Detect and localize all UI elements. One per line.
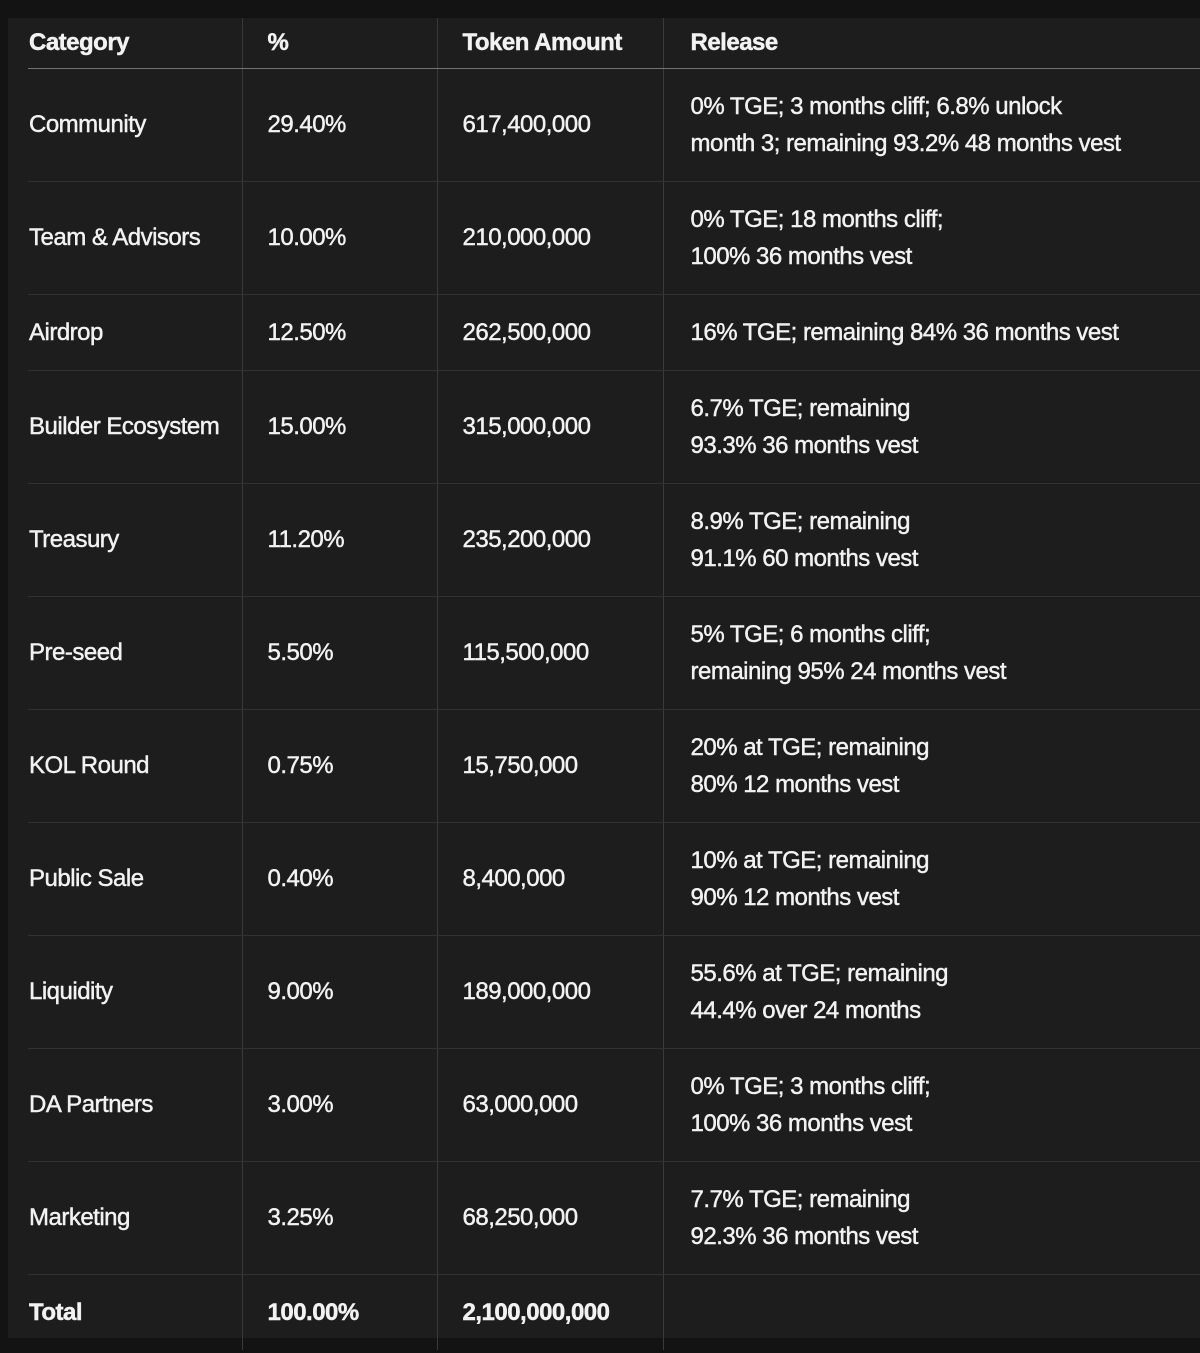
amount-cell: 189,000,000 [437,935,664,1049]
table-row: Pre-seed 5.50% 115,500,000 5% TGE; 6 mon… [28,596,1200,710]
amount-cell: 8,400,000 [437,822,664,936]
header-release: Release [663,18,1200,69]
header-row: Category % Token Amount Release [28,18,1200,69]
category-cell: Builder Ecosystem [28,370,243,484]
category-cell: KOL Round [28,709,243,823]
table-body: Community 29.40% 617,400,000 0% TGE; 3 m… [28,68,1200,1350]
release-cell: 7.7% TGE; remaining 92.3% 36 months vest [663,1161,1200,1275]
amount-cell: 235,200,000 [437,483,664,597]
table-header: Category % Token Amount Release [28,18,1200,69]
category-cell: Public Sale [28,822,243,936]
table-row: Builder Ecosystem 15.00% 315,000,000 6.7… [28,370,1200,484]
release-cell: 20% at TGE; remaining 80% 12 months vest [663,709,1200,823]
release-cell: 0% TGE; 18 months cliff; 100% 36 months … [663,181,1200,295]
header-category: Category [28,18,243,69]
release-cell: 16% TGE; remaining 84% 36 months vest [663,294,1200,371]
table-row: KOL Round 0.75% 15,750,000 20% at TGE; r… [28,709,1200,823]
header-percent: % [242,18,438,69]
percent-cell: 12.50% [242,294,438,371]
header-token-amount: Token Amount [437,18,664,69]
release-cell: 8.9% TGE; remaining 91.1% 60 months vest [663,483,1200,597]
total-percent-cell: 100.00% [242,1274,438,1350]
tokenomics-table-panel: Category % Token Amount Release Communit… [8,18,1200,1350]
total-row: Total 100.00% 2,100,000,000 [28,1274,1200,1350]
percent-cell: 3.00% [242,1048,438,1162]
percent-cell: 29.40% [242,68,438,182]
percent-cell: 3.25% [242,1161,438,1275]
amount-cell: 210,000,000 [437,181,664,295]
percent-cell: 10.00% [242,181,438,295]
percent-cell: 11.20% [242,483,438,597]
category-cell: Liquidity [28,935,243,1049]
release-cell: 55.6% at TGE; remaining 44.4% over 24 mo… [663,935,1200,1049]
table-row: Community 29.40% 617,400,000 0% TGE; 3 m… [28,68,1200,182]
table-row: Treasury 11.20% 235,200,000 8.9% TGE; re… [28,483,1200,597]
category-cell: Marketing [28,1161,243,1275]
amount-cell: 115,500,000 [437,596,664,710]
amount-cell: 262,500,000 [437,294,664,371]
table-row: Team & Advisors 10.00% 210,000,000 0% TG… [28,181,1200,295]
category-cell: Pre-seed [28,596,243,710]
amount-cell: 315,000,000 [437,370,664,484]
category-cell: Treasury [28,483,243,597]
release-cell: 10% at TGE; remaining 90% 12 months vest [663,822,1200,936]
release-cell: 5% TGE; 6 months cliff; remaining 95% 24… [663,596,1200,710]
table-row: Public Sale 0.40% 8,400,000 10% at TGE; … [28,822,1200,936]
release-cell: 0% TGE; 3 months cliff; 6.8% unlock mont… [663,68,1200,182]
percent-cell: 0.40% [242,822,438,936]
total-release-cell [663,1274,1200,1350]
category-cell: DA Partners [28,1048,243,1162]
category-cell: Airdrop [28,294,243,371]
amount-cell: 63,000,000 [437,1048,664,1162]
category-cell: Team & Advisors [28,181,243,295]
amount-cell: 15,750,000 [437,709,664,823]
table-row: Airdrop 12.50% 262,500,000 16% TGE; rema… [28,294,1200,371]
percent-cell: 5.50% [242,596,438,710]
release-cell: 6.7% TGE; remaining 93.3% 36 months vest [663,370,1200,484]
table-row: Marketing 3.25% 68,250,000 7.7% TGE; rem… [28,1161,1200,1275]
table-row: Liquidity 9.00% 189,000,000 55.6% at TGE… [28,935,1200,1049]
release-cell: 0% TGE; 3 months cliff; 100% 36 months v… [663,1048,1200,1162]
percent-cell: 15.00% [242,370,438,484]
total-label-cell: Total [28,1274,243,1350]
amount-cell: 68,250,000 [437,1161,664,1275]
table-row: DA Partners 3.00% 63,000,000 0% TGE; 3 m… [28,1048,1200,1162]
category-cell: Community [28,68,243,182]
percent-cell: 9.00% [242,935,438,1049]
total-amount-cell: 2,100,000,000 [437,1274,664,1350]
tokenomics-table: Category % Token Amount Release Communit… [28,18,1200,1350]
amount-cell: 617,400,000 [437,68,664,182]
percent-cell: 0.75% [242,709,438,823]
